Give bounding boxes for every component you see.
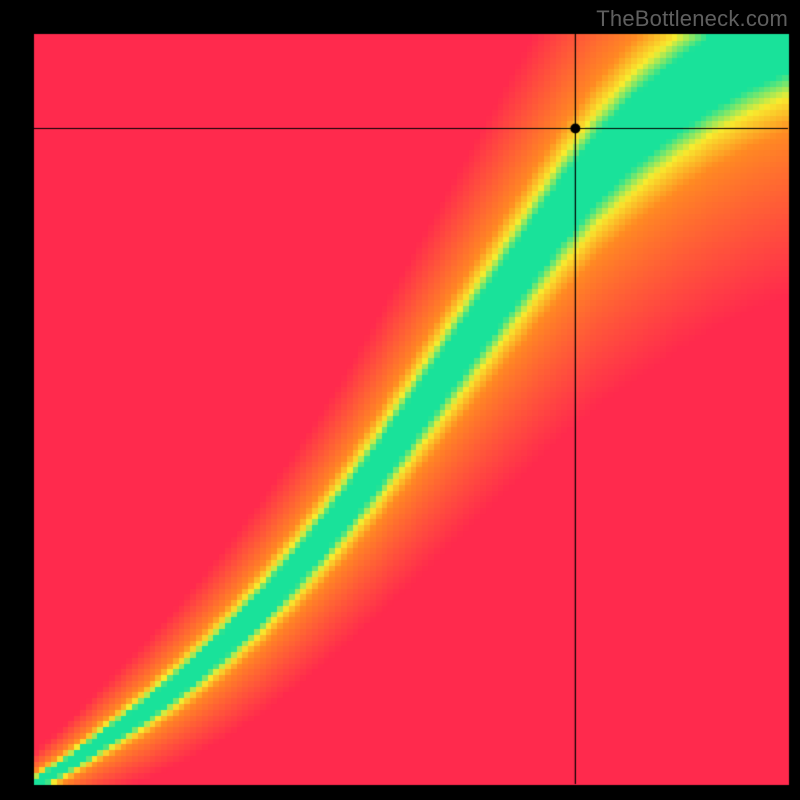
chart-container: TheBottleneck.com — [0, 0, 800, 800]
bottleneck-heatmap — [0, 0, 800, 800]
watermark-text: TheBottleneck.com — [596, 6, 788, 32]
